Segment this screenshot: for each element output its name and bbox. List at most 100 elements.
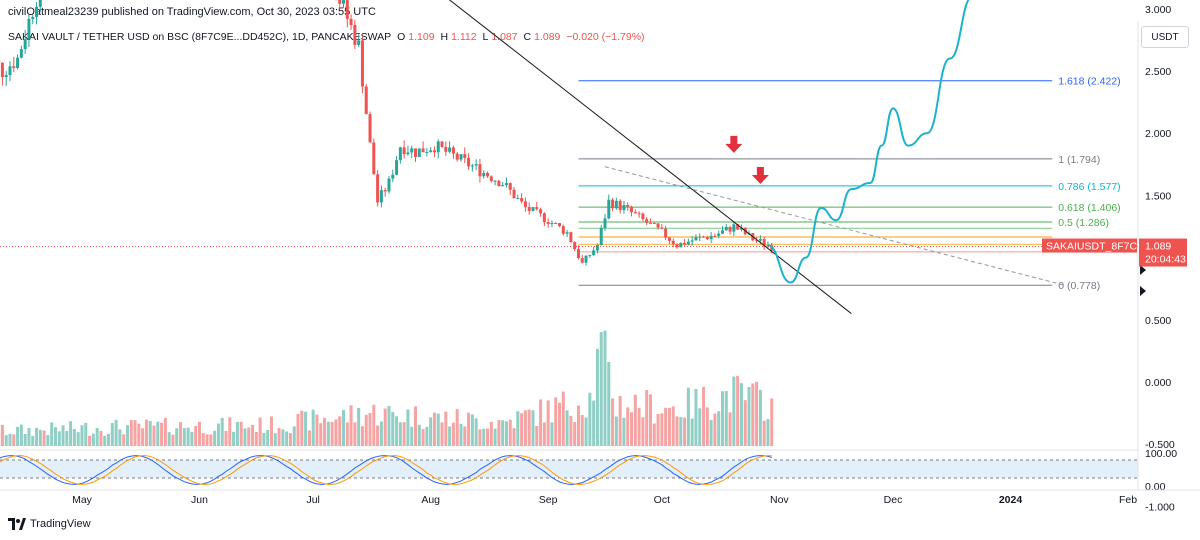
volume-bar bbox=[656, 413, 660, 446]
price-axis: 5.0004.5004.0003.5003.0002.5002.0001.500… bbox=[1137, 4, 1175, 513]
volume-bar bbox=[383, 408, 387, 446]
currency-button[interactable]: USDT bbox=[1141, 26, 1189, 48]
candle-body bbox=[31, 16, 35, 20]
volume-bar bbox=[69, 421, 73, 446]
volume-bar bbox=[660, 413, 664, 446]
volume-bar bbox=[179, 422, 183, 446]
volume-bar bbox=[683, 417, 687, 446]
volume-bar bbox=[330, 421, 334, 446]
volume-bar bbox=[486, 428, 490, 446]
price-tag-bg bbox=[1139, 238, 1187, 267]
volume-bar bbox=[251, 424, 255, 446]
volume-bar bbox=[432, 412, 436, 446]
candle-body bbox=[626, 204, 630, 207]
volume-bar bbox=[451, 422, 455, 446]
candle-body bbox=[497, 180, 501, 187]
change-value: −0.020 (−1.79%) bbox=[566, 31, 645, 43]
candle-body bbox=[436, 141, 440, 153]
symbol-tag-bg bbox=[1042, 238, 1137, 253]
volume-bar bbox=[27, 428, 31, 446]
volume-bar bbox=[364, 414, 368, 446]
candle-body bbox=[27, 19, 31, 40]
volume-bar bbox=[277, 427, 281, 446]
volume-bar bbox=[19, 424, 23, 446]
volume-bar bbox=[152, 425, 156, 446]
volume-bar bbox=[459, 423, 463, 446]
volume-bar bbox=[76, 432, 80, 446]
fib-label: 0.618 (1.406) bbox=[1058, 202, 1120, 214]
volume-bar bbox=[144, 419, 148, 446]
volume-bar bbox=[197, 421, 201, 446]
volume-bar bbox=[262, 432, 266, 446]
price-tick-label: -0.500 bbox=[1145, 439, 1175, 451]
candle-body bbox=[440, 141, 444, 147]
volume-bar bbox=[23, 434, 27, 446]
volume-bar bbox=[129, 420, 133, 446]
candle-body bbox=[482, 172, 486, 177]
volume-bar bbox=[739, 383, 743, 446]
volume-bar bbox=[0, 424, 4, 446]
price-tick-label: 2.000 bbox=[1145, 128, 1171, 140]
trendline bbox=[448, 0, 852, 314]
candle-body bbox=[720, 230, 724, 234]
candle-body bbox=[16, 57, 20, 69]
candle-body bbox=[338, 0, 342, 4]
volume-bar bbox=[182, 428, 186, 446]
time-tick-label: 2024 bbox=[999, 494, 1023, 506]
candle-body bbox=[618, 200, 622, 211]
volume-bar bbox=[709, 419, 713, 446]
volume-bar bbox=[429, 417, 433, 446]
price-tag-countdown: 20:04:43 bbox=[1145, 254, 1186, 266]
symbol-title[interactable]: SAKAI VAULT / TETHER USD on BSC (8F7C9E.… bbox=[8, 31, 392, 43]
fib-label: 0.5 (1.286) bbox=[1058, 217, 1109, 229]
time-tick-label: Feb bbox=[1119, 494, 1137, 506]
candle-body bbox=[705, 237, 709, 240]
candle-body bbox=[732, 224, 736, 232]
tradingview-brand[interactable]: TradingView bbox=[8, 518, 91, 530]
candle-body bbox=[417, 148, 421, 157]
down-arrow-icon bbox=[751, 166, 769, 184]
open-value: 1.109 bbox=[408, 31, 435, 43]
volume-bar bbox=[38, 429, 42, 446]
fibonacci-levels: 4.236 (5.082)3.618 (4.454)2.618 (3.438)1… bbox=[578, 76, 1121, 292]
volume-bar bbox=[470, 414, 474, 446]
candle-body bbox=[455, 153, 459, 160]
volume-bar bbox=[61, 425, 65, 446]
volume-bar bbox=[573, 421, 577, 446]
volume-bar bbox=[35, 427, 39, 446]
volume-bar bbox=[65, 430, 69, 446]
candle-body bbox=[576, 249, 580, 259]
volume-bar bbox=[379, 421, 383, 446]
volume-bar bbox=[645, 390, 649, 446]
time-tick-label: Jul bbox=[306, 494, 319, 506]
volume-bar bbox=[671, 406, 675, 446]
candle-body bbox=[569, 232, 573, 243]
candle-body bbox=[467, 157, 471, 167]
candle-body bbox=[395, 160, 399, 175]
candle-body bbox=[724, 226, 728, 231]
candle-body bbox=[558, 223, 562, 227]
volume-bar bbox=[300, 410, 304, 446]
volume-bar bbox=[148, 421, 152, 446]
volume-bar bbox=[175, 428, 179, 446]
fib-label: 0.786 (1.577) bbox=[1058, 181, 1120, 193]
volume-bar bbox=[622, 417, 626, 446]
volume-bar bbox=[273, 433, 277, 446]
volume-bar bbox=[592, 400, 596, 446]
volume-bar bbox=[497, 420, 501, 446]
volume-bar bbox=[698, 408, 702, 446]
volume-bar bbox=[171, 434, 175, 446]
volume-bar bbox=[569, 415, 573, 446]
low-label: L bbox=[482, 31, 489, 43]
time-tick-label: Aug bbox=[421, 494, 440, 506]
volume-bar bbox=[235, 421, 239, 446]
high-value: 1.112 bbox=[451, 31, 477, 43]
candle-body bbox=[599, 227, 603, 246]
volume-bar bbox=[626, 407, 630, 446]
volume-bar bbox=[360, 426, 364, 446]
volume-bar bbox=[531, 410, 535, 446]
volume-bar bbox=[664, 407, 668, 446]
volume-bar bbox=[686, 387, 690, 446]
